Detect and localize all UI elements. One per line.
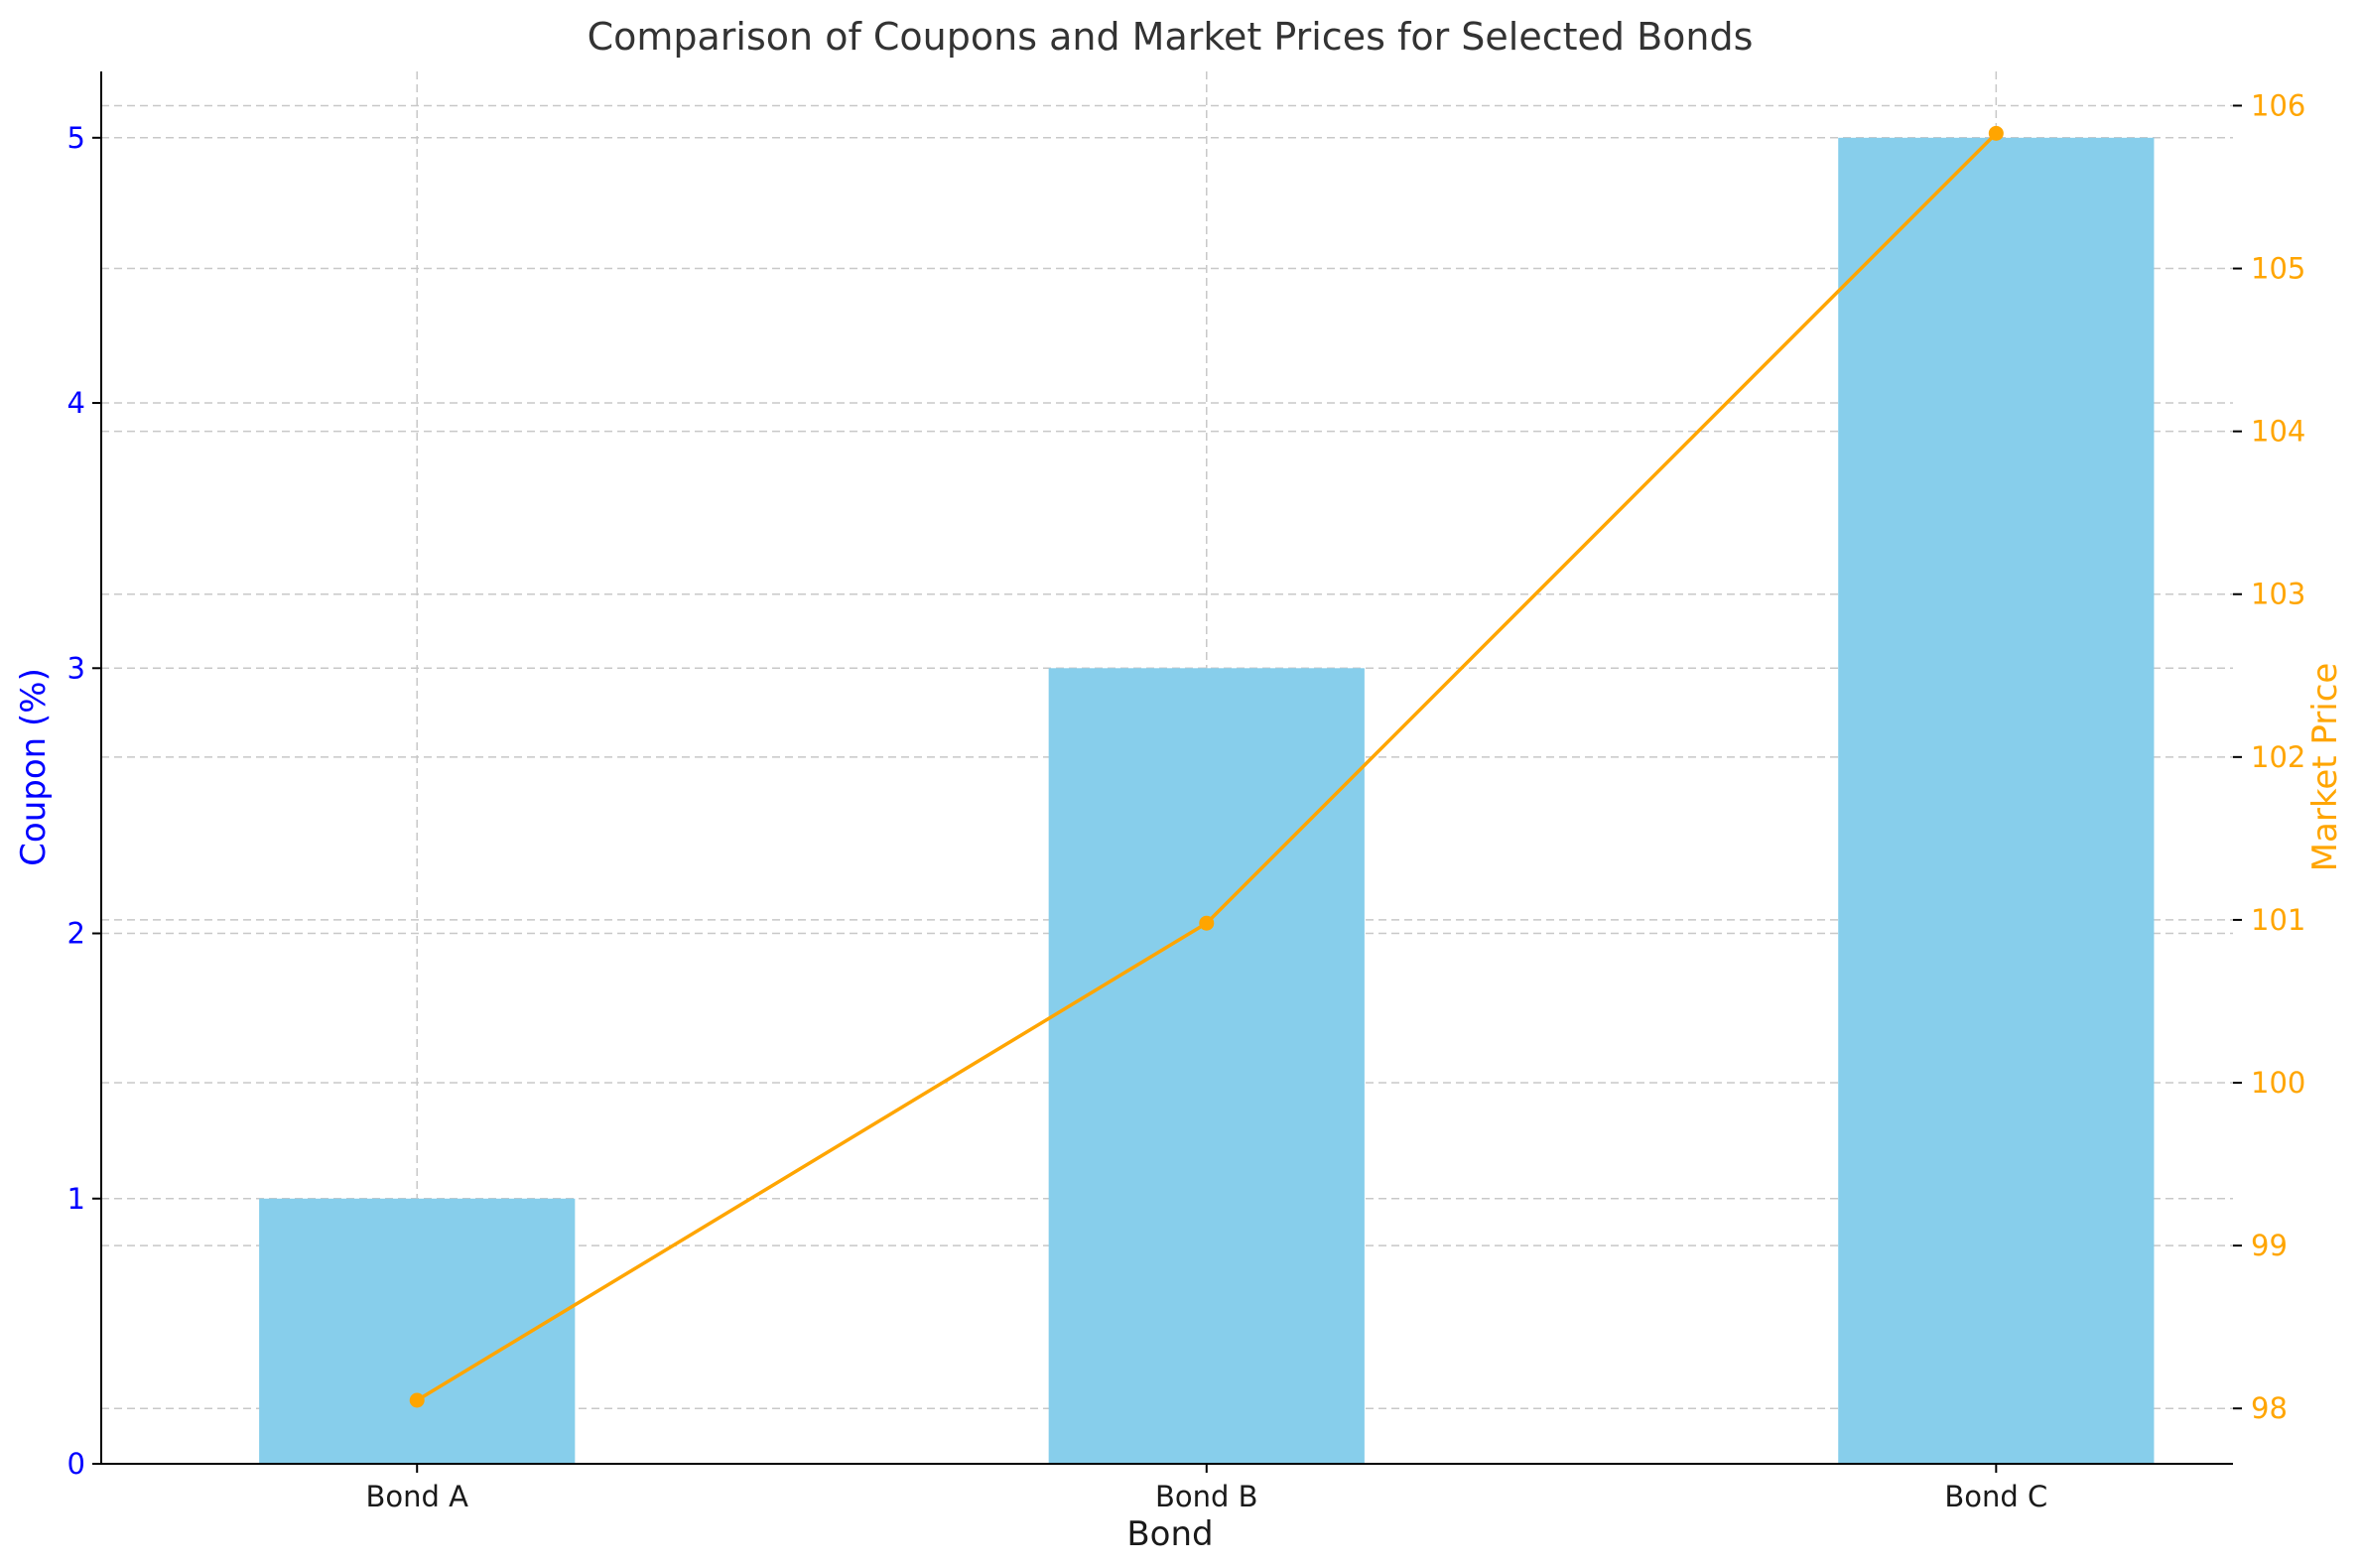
- y-tick-label-left: 5: [67, 121, 85, 155]
- chart-title: Comparison of Coupons and Market Prices …: [588, 15, 1754, 59]
- x-axis-label: Bond: [1126, 1514, 1213, 1554]
- coupon-bar: [1838, 137, 2155, 1464]
- market-price-point: [1988, 125, 2004, 141]
- tick-labels: 0 1 2 3 4 5 98 99 100 101 102 103 104 105 106 Bond A Bon…: [67, 88, 2306, 1513]
- y-tick-label-right: 103: [2251, 578, 2305, 611]
- coupon-bar: [1048, 668, 1365, 1464]
- y-tick-label-right: 100: [2251, 1066, 2305, 1100]
- market-price-point: [1199, 915, 1215, 931]
- x-tick-label: Bond A: [365, 1480, 468, 1513]
- y-tick-label-right: 106: [2251, 88, 2305, 122]
- y-tick-label-right: 102: [2251, 740, 2305, 774]
- market-price-point: [409, 1392, 425, 1408]
- market-price-line-layer: [409, 125, 2004, 1408]
- x-tick-label: Bond B: [1155, 1480, 1258, 1513]
- y-tick-label-left: 2: [67, 917, 85, 951]
- y-axis-label-coupon: Coupon (%): [14, 668, 54, 866]
- y-axis-label-market-price: Market Price: [2305, 663, 2345, 872]
- y-tick-label-right: 99: [2251, 1229, 2288, 1262]
- y-tick-label-left: 3: [67, 651, 85, 685]
- y-tick-label-left: 1: [67, 1182, 85, 1216]
- y-tick-label-left: 4: [67, 386, 85, 420]
- y-tick-label-right: 104: [2251, 415, 2305, 449]
- y-tick-label-right: 105: [2251, 252, 2305, 286]
- y-tick-label-left: 0: [67, 1447, 85, 1481]
- x-tick-label: Bond C: [1944, 1480, 2047, 1513]
- axes: [92, 71, 2242, 1473]
- y-tick-label-right: 98: [2251, 1391, 2288, 1425]
- y-tick-label-right: 101: [2251, 903, 2305, 937]
- coupon-bar: [259, 1198, 576, 1464]
- coupon-bars: [259, 137, 2155, 1464]
